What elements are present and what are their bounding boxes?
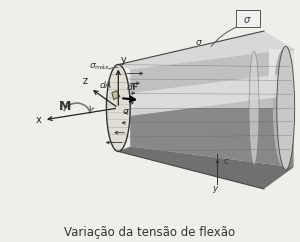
Text: $d\mathbf{F}$: $d\mathbf{F}$ xyxy=(126,81,139,92)
Ellipse shape xyxy=(277,46,295,170)
Text: M: M xyxy=(59,100,71,113)
Text: c: c xyxy=(223,157,228,166)
Text: z: z xyxy=(82,76,88,86)
Text: $\sigma$: $\sigma$ xyxy=(122,107,130,116)
Polygon shape xyxy=(130,49,294,108)
Text: $dA$: $dA$ xyxy=(100,79,113,90)
Text: Variação da tensão de flexão: Variação da tensão de flexão xyxy=(64,226,236,239)
FancyBboxPatch shape xyxy=(236,10,260,27)
Polygon shape xyxy=(130,72,294,116)
Polygon shape xyxy=(112,91,120,100)
Polygon shape xyxy=(269,49,294,85)
Text: y: y xyxy=(120,55,126,65)
FancyArrowPatch shape xyxy=(109,67,118,69)
Ellipse shape xyxy=(106,65,130,151)
Polygon shape xyxy=(130,108,294,167)
Text: $\sigma$$_\mathregular{máx}$: $\sigma$$_\mathregular{máx}$ xyxy=(88,61,110,72)
Polygon shape xyxy=(118,31,294,69)
Ellipse shape xyxy=(273,49,295,167)
Text: x: x xyxy=(36,115,42,125)
Text: $\sigma$: $\sigma$ xyxy=(195,38,203,47)
Ellipse shape xyxy=(249,51,259,165)
Text: y: y xyxy=(213,184,218,193)
Text: $\sigma$: $\sigma$ xyxy=(243,15,251,25)
Polygon shape xyxy=(118,146,294,189)
